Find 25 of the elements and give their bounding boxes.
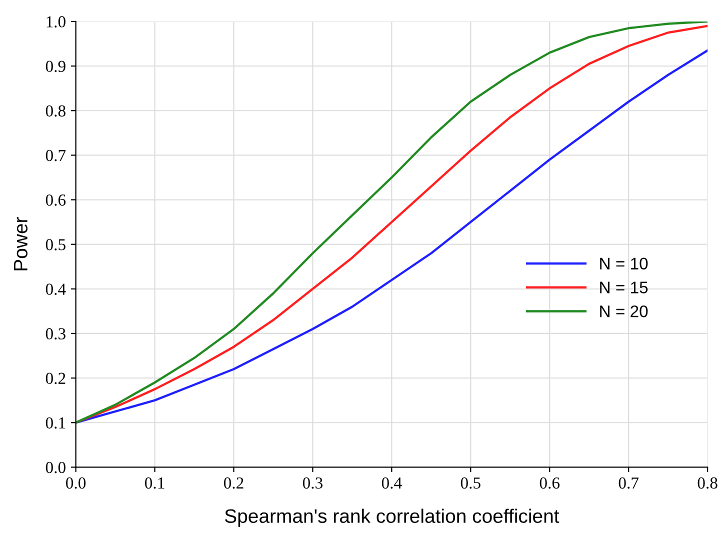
x-axis-title: Spearman's rank correlation coefficient <box>224 508 560 527</box>
x-tick-label: 0.7 <box>618 477 639 489</box>
y-tick-label: 0.9 <box>46 60 66 72</box>
y-tick-label: 1.0 <box>46 16 66 28</box>
x-tick-label: 0.3 <box>302 477 322 489</box>
y-tick-label: 0.2 <box>46 372 66 384</box>
legend-label: N = 20 <box>600 305 648 318</box>
legend-label: N = 15 <box>600 282 648 294</box>
y-axis-title: Power <box>14 217 28 270</box>
x-tick-label: 0.0 <box>66 477 86 489</box>
x-tick-label: 0.6 <box>540 477 560 489</box>
y-tick-label: 0.1 <box>46 417 66 429</box>
y-tick-label: 0.8 <box>46 105 66 117</box>
x-tick-label: 0.4 <box>382 477 402 489</box>
x-tick-label: 0.5 <box>460 477 480 489</box>
y-tick-label: 0.6 <box>46 194 66 206</box>
y-tick-label: 0.7 <box>46 150 66 162</box>
y-tick-label: 0.3 <box>46 328 66 340</box>
x-tick-label: 0.2 <box>224 477 244 489</box>
y-tick-label: 0.4 <box>46 284 66 295</box>
y-tick-label: 0.0 <box>46 462 66 474</box>
legend-label: N = 10 <box>600 258 648 270</box>
x-tick-label: 0.8 <box>698 477 718 489</box>
y-tick-label: 0.5 <box>46 239 66 250</box>
x-tick-label: 0.1 <box>144 477 164 489</box>
